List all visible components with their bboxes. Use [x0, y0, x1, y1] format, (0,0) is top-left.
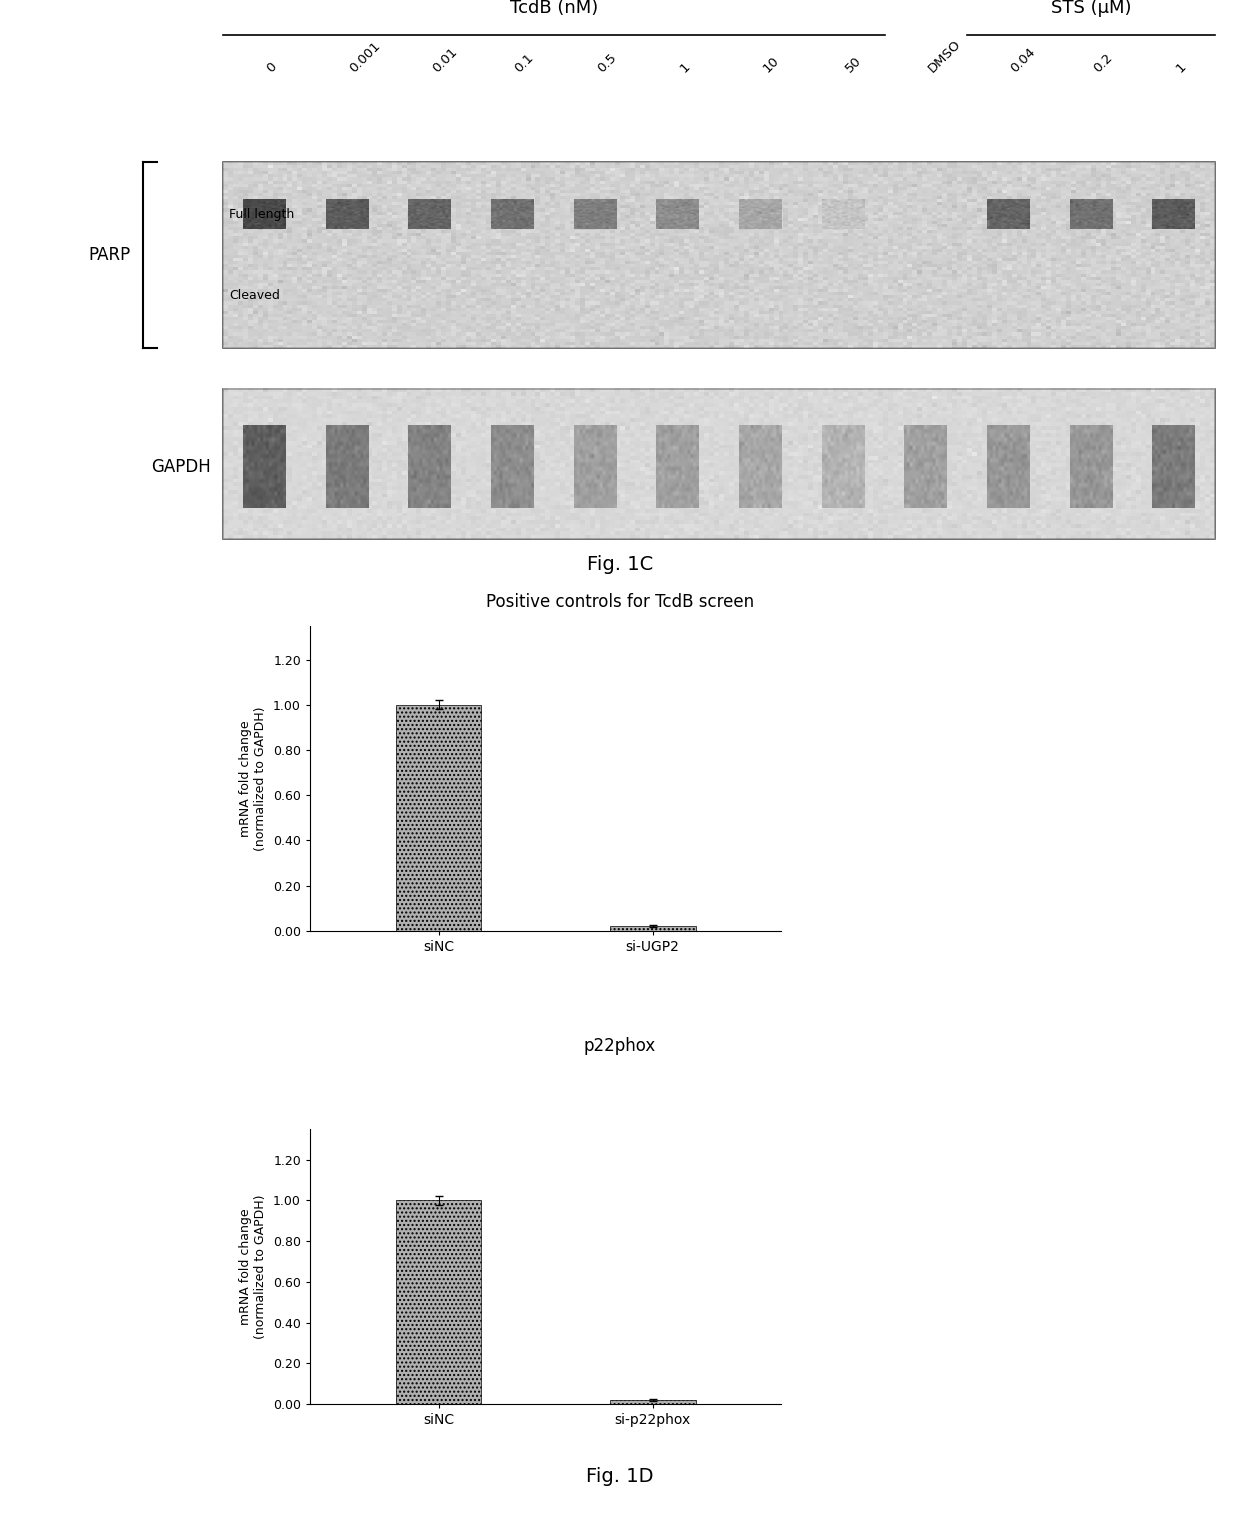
Text: 0: 0: [264, 60, 280, 75]
Text: Cleaved: Cleaved: [229, 290, 280, 302]
Text: PARP: PARP: [88, 246, 130, 264]
Text: TcdB (nM): TcdB (nM): [510, 0, 598, 17]
Text: 0.001: 0.001: [347, 40, 383, 75]
Bar: [223, 389, 1215, 539]
Text: GAPDH: GAPDH: [151, 458, 211, 476]
Bar: [610, 926, 696, 931]
Text: 1: 1: [1174, 60, 1189, 75]
Text: DMSO: DMSO: [926, 38, 963, 75]
Y-axis label: mRNA fold change
(normalized to GAPDH): mRNA fold change (normalized to GAPDH): [239, 1195, 268, 1338]
Text: 1: 1: [678, 60, 693, 75]
Text: 50: 50: [843, 55, 864, 75]
Text: 0.01: 0.01: [430, 46, 460, 75]
Text: Positive controls for TcdB screen: Positive controls for TcdB screen: [486, 594, 754, 610]
Bar: [223, 162, 1215, 348]
Text: Fig. 1C: Fig. 1C: [587, 555, 653, 574]
Text: 10: 10: [760, 55, 781, 75]
Bar: [396, 705, 481, 931]
Text: UGP2: UGP2: [598, 633, 642, 652]
Text: 0.5: 0.5: [595, 52, 619, 75]
Text: 0.2: 0.2: [1091, 52, 1115, 75]
Y-axis label: mRNA fold change
(normalized to GAPDH): mRNA fold change (normalized to GAPDH): [239, 707, 268, 850]
Text: Fig. 1D: Fig. 1D: [587, 1466, 653, 1486]
Text: p22phox: p22phox: [584, 1036, 656, 1054]
Text: 0.1: 0.1: [512, 52, 537, 75]
Text: STS (μM): STS (μM): [1052, 0, 1131, 17]
Text: Full length: Full length: [229, 208, 295, 221]
Bar: [396, 1201, 481, 1404]
Text: 0.04: 0.04: [1008, 46, 1038, 75]
Bar: [610, 1399, 696, 1404]
